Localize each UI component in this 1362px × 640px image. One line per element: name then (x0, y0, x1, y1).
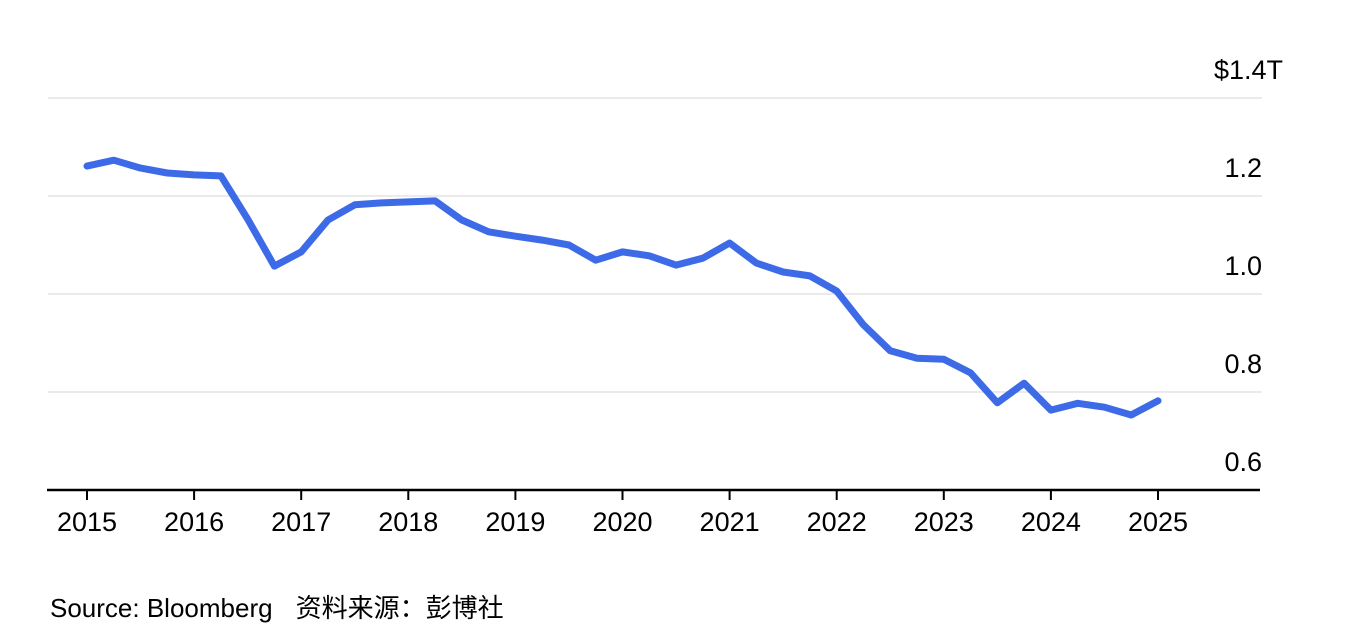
x-axis-label: 2019 (485, 507, 546, 537)
x-axis-label: 2025 (1127, 507, 1189, 537)
source-note: Source: Bloomberg 资料来源：彭博社 (50, 593, 504, 623)
x-axis-label: 2016 (164, 507, 225, 537)
source-zh: 资料来源：彭博社 (295, 593, 504, 623)
x-axis-label: 2021 (699, 507, 760, 537)
y-axis-label: 0.6 (1224, 447, 1262, 477)
x-axis-label: 2023 (913, 507, 974, 537)
source-en: Source: Bloomberg (50, 593, 273, 623)
x-axis-label: 2024 (1020, 507, 1081, 537)
y-axis-label: 0.8 (1224, 349, 1262, 379)
x-axis-label: 2018 (378, 507, 439, 537)
x-axis-label: 2017 (271, 507, 332, 537)
x-axis-label: 2020 (592, 507, 653, 537)
y-axis-label: $1.4T (1213, 55, 1283, 85)
data-line (83, 156, 1162, 419)
y-axis-label: 1.0 (1224, 251, 1262, 281)
x-axis-label: 2022 (806, 507, 867, 537)
x-axis-label: 2015 (56, 507, 118, 537)
y-axis-label: 1.2 (1224, 153, 1262, 183)
